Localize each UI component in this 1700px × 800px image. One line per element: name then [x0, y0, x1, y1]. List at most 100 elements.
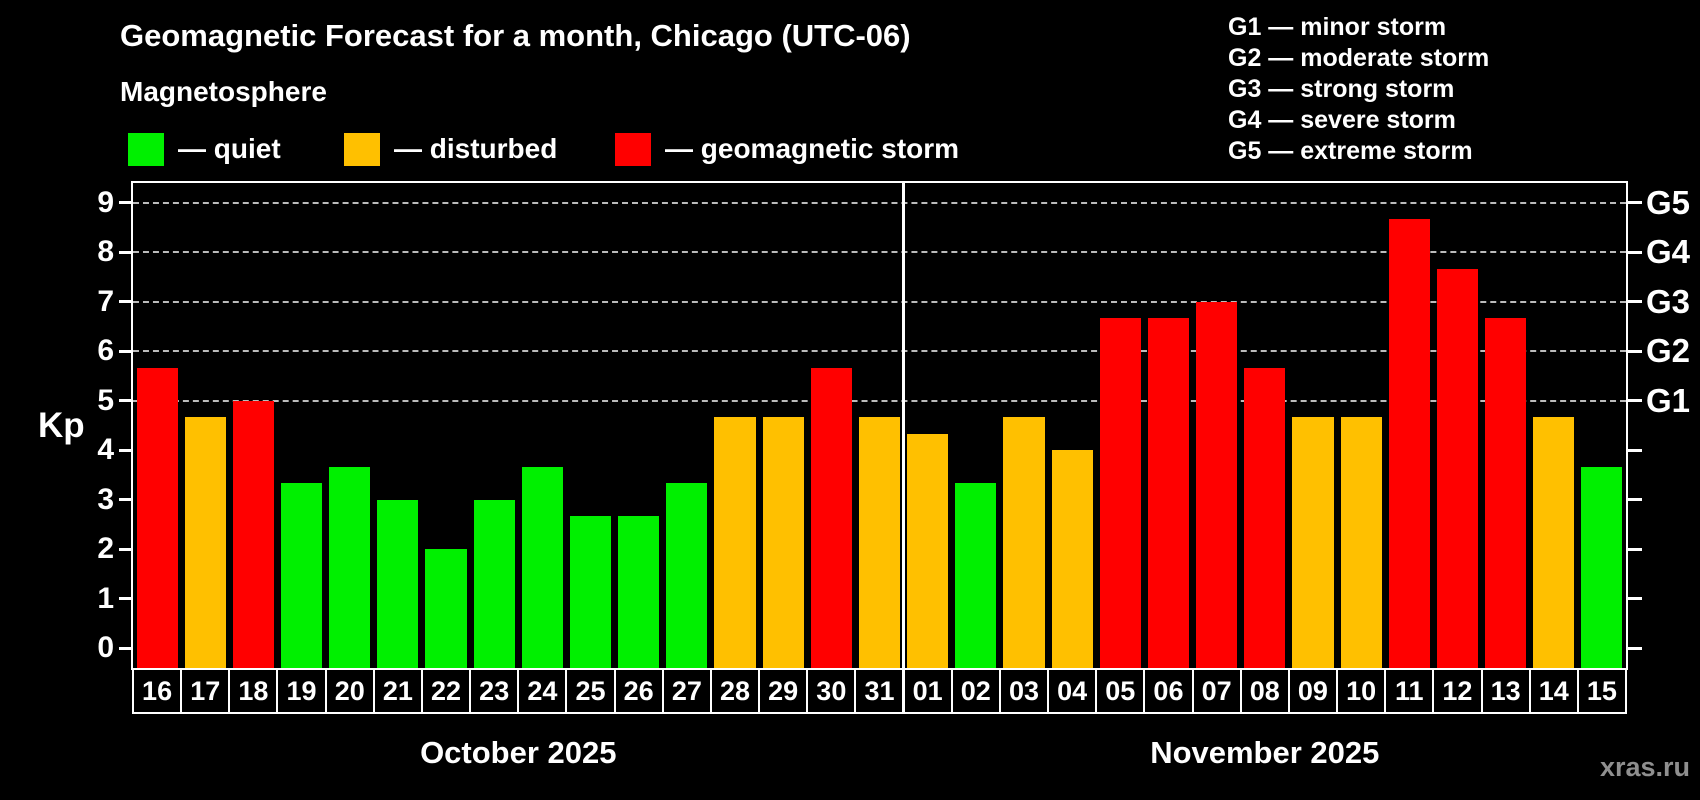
kp-bar-day-09	[1292, 417, 1334, 670]
left-tick-kp-7	[119, 300, 133, 304]
kp-bar-day-03	[1003, 417, 1045, 670]
y-axis-tick-label: 3	[97, 482, 114, 516]
kp-bar-day-16	[136, 367, 178, 670]
date-cell-01: 01	[902, 668, 953, 714]
month-label: October 2025	[420, 735, 617, 770]
y-axis-tick-label: 7	[97, 284, 114, 318]
kp-bar-day-28	[714, 417, 756, 670]
date-cell-29: 29	[758, 668, 809, 714]
y-axis-tick-label: 4	[97, 433, 114, 467]
kp-bar-day-25	[569, 516, 612, 670]
month-label: November 2025	[1150, 735, 1380, 770]
date-cell-28: 28	[709, 668, 761, 714]
y-axis-tick-label: 0	[97, 631, 114, 665]
date-cell-21: 21	[372, 668, 423, 714]
kp-bar-day-19	[280, 483, 323, 670]
kp-bar-day-26	[618, 516, 660, 670]
kp-bar-day-07	[1196, 301, 1238, 670]
left-tick-kp-8	[119, 250, 133, 254]
date-cell-24: 24	[517, 668, 568, 714]
storm-swatch	[615, 132, 651, 166]
right-tick-kp-2	[1628, 547, 1642, 551]
legend-item-quiet: — quiet	[128, 131, 281, 167]
g-axis-label: G5	[1646, 183, 1691, 221]
kp-bar-day-02	[955, 483, 997, 670]
g-axis-label: G2	[1646, 332, 1691, 370]
gridline-kp-7	[133, 300, 1626, 303]
date-cell-17: 17	[180, 668, 231, 714]
g-scale-line: G3 — strong storm	[1228, 75, 1455, 103]
legend-item-storm: — geomagnetic storm	[615, 131, 959, 167]
right-tick-kp-5	[1628, 399, 1642, 403]
kp-bar-day-04	[1051, 450, 1093, 670]
right-tick-kp-4	[1628, 448, 1642, 452]
date-cell-30: 30	[806, 668, 857, 714]
date-cell-12: 12	[1432, 668, 1483, 714]
left-tick-kp-9	[119, 201, 133, 205]
kp-bar-day-17	[184, 417, 226, 670]
chart-subtitle: Magnetosphere	[120, 76, 327, 107]
g-scale-line: G5 — extreme storm	[1228, 137, 1473, 165]
y-axis-title: Kp	[38, 406, 85, 445]
gridline-kp-5	[133, 399, 1626, 402]
kp-bar-day-29	[762, 417, 804, 670]
y-axis-tick-label: 1	[97, 581, 114, 615]
kp-bar-day-24	[521, 466, 563, 670]
kp-bar-day-11	[1388, 219, 1430, 670]
kp-bar-day-22	[425, 549, 467, 670]
y-axis-tick-label: 5	[97, 383, 114, 417]
gridline-kp-8	[133, 251, 1626, 254]
date-cell-03: 03	[998, 668, 1050, 714]
kp-bar-day-14	[1533, 417, 1575, 670]
date-cell-11: 11	[1384, 668, 1435, 714]
kp-bar-day-10	[1340, 417, 1382, 670]
g-scale-line: G4 — severe storm	[1228, 106, 1456, 134]
date-cell-27: 27	[661, 668, 712, 714]
kp-bar-day-23	[473, 499, 515, 670]
g-axis-label: G3	[1646, 282, 1691, 320]
g-scale-line: G1 — minor storm	[1228, 13, 1447, 41]
watermark: xras.ru	[1599, 752, 1690, 782]
right-tick-kp-8	[1628, 250, 1642, 254]
legend-label-quiet: — quiet	[178, 133, 281, 164]
kp-bar-day-13	[1485, 318, 1527, 670]
date-cell-09: 09	[1287, 668, 1339, 714]
y-axis-tick-label: 2	[97, 532, 114, 566]
date-cell-06: 06	[1143, 668, 1194, 714]
date-cell-26: 26	[613, 668, 664, 714]
g-scale-legend: G1 — minor storm G2 — moderate storm G3 — …	[1228, 12, 1489, 167]
g-scale-line: G2 — moderate storm	[1228, 44, 1490, 72]
kp-bar-day-12	[1436, 268, 1478, 670]
date-cell-14: 14	[1528, 668, 1579, 714]
left-tick-kp-1	[119, 597, 133, 601]
left-tick-kp-3	[119, 498, 133, 502]
y-axis-tick-label: 8	[97, 235, 114, 269]
date-cell-31: 31	[854, 668, 905, 714]
date-cell-04: 04	[1047, 668, 1098, 714]
date-cell-20: 20	[324, 668, 375, 714]
gridline-kp-6	[133, 350, 1626, 353]
kp-bar-day-06	[1147, 318, 1190, 670]
gridline-kp-9	[133, 201, 1626, 204]
right-tick-kp-3	[1628, 498, 1642, 502]
date-cell-22: 22	[420, 668, 472, 714]
right-tick-kp-6	[1628, 349, 1642, 353]
y-axis-tick-label: 9	[97, 185, 114, 219]
date-cell-16: 16	[132, 668, 183, 714]
left-tick-kp-0	[119, 646, 133, 650]
disturbed-swatch	[344, 132, 380, 166]
legend-label-disturbed: — disturbed	[394, 133, 558, 164]
g-axis-label: G4	[1646, 233, 1691, 271]
kp-bar-day-05	[1099, 318, 1141, 670]
kp-bar-day-31	[858, 417, 901, 670]
y-axis-tick-label: 6	[97, 334, 114, 368]
kp-bar-day-30	[810, 367, 852, 670]
date-cell-19: 19	[276, 668, 327, 714]
date-cell-25: 25	[565, 668, 616, 714]
date-cell-07: 07	[1191, 668, 1242, 714]
right-tick-kp-9	[1628, 201, 1642, 205]
g-axis-label: G1	[1646, 381, 1691, 419]
kp-bar-day-18	[232, 400, 274, 670]
legend-item-disturbed: — disturbed	[344, 131, 557, 167]
kp-bar-day-21	[377, 499, 419, 670]
